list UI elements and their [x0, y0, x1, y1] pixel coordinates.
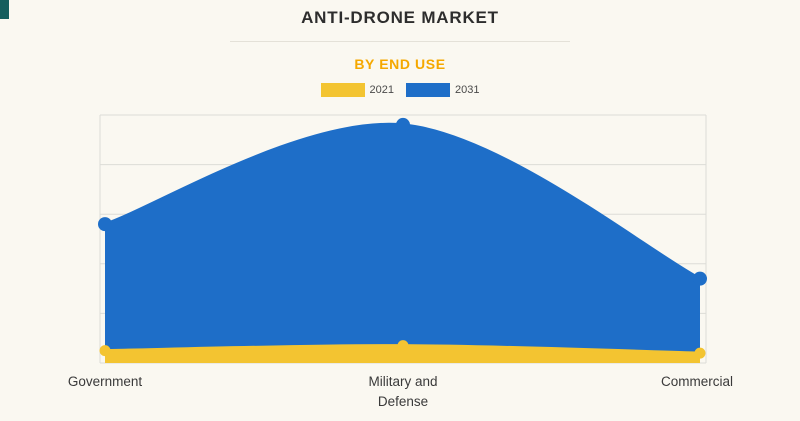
corner-accent	[0, 0, 9, 19]
legend-swatch-2031	[406, 83, 450, 97]
data-point-2021	[99, 345, 111, 357]
title-divider	[230, 41, 570, 42]
data-point-2021	[694, 347, 706, 359]
legend-swatch-2021	[320, 83, 365, 97]
series-area-2031	[105, 124, 700, 363]
chart-subtitle: BY END USE	[354, 56, 446, 72]
chart-title: ANTI-DRONE MARKET	[301, 8, 499, 27]
legend-item-2031[interactable]: 2031	[406, 83, 479, 97]
legend-label-2021: 2021	[369, 84, 394, 96]
data-point-2021	[397, 340, 409, 352]
data-point-2031	[396, 117, 410, 132]
data-point-2031	[98, 217, 112, 232]
x-axis-label-commercial: Commercial	[660, 374, 733, 389]
legend-item-2021[interactable]: 2021	[320, 83, 394, 97]
legend: 2021 2031	[0, 83, 800, 97]
legend-label-2031: 2031	[455, 84, 480, 96]
x-axis-label-government: Government	[67, 374, 143, 389]
x-axis-label-military-and-defense: Military and Defense	[368, 374, 438, 409]
data-point-2031	[693, 271, 707, 286]
